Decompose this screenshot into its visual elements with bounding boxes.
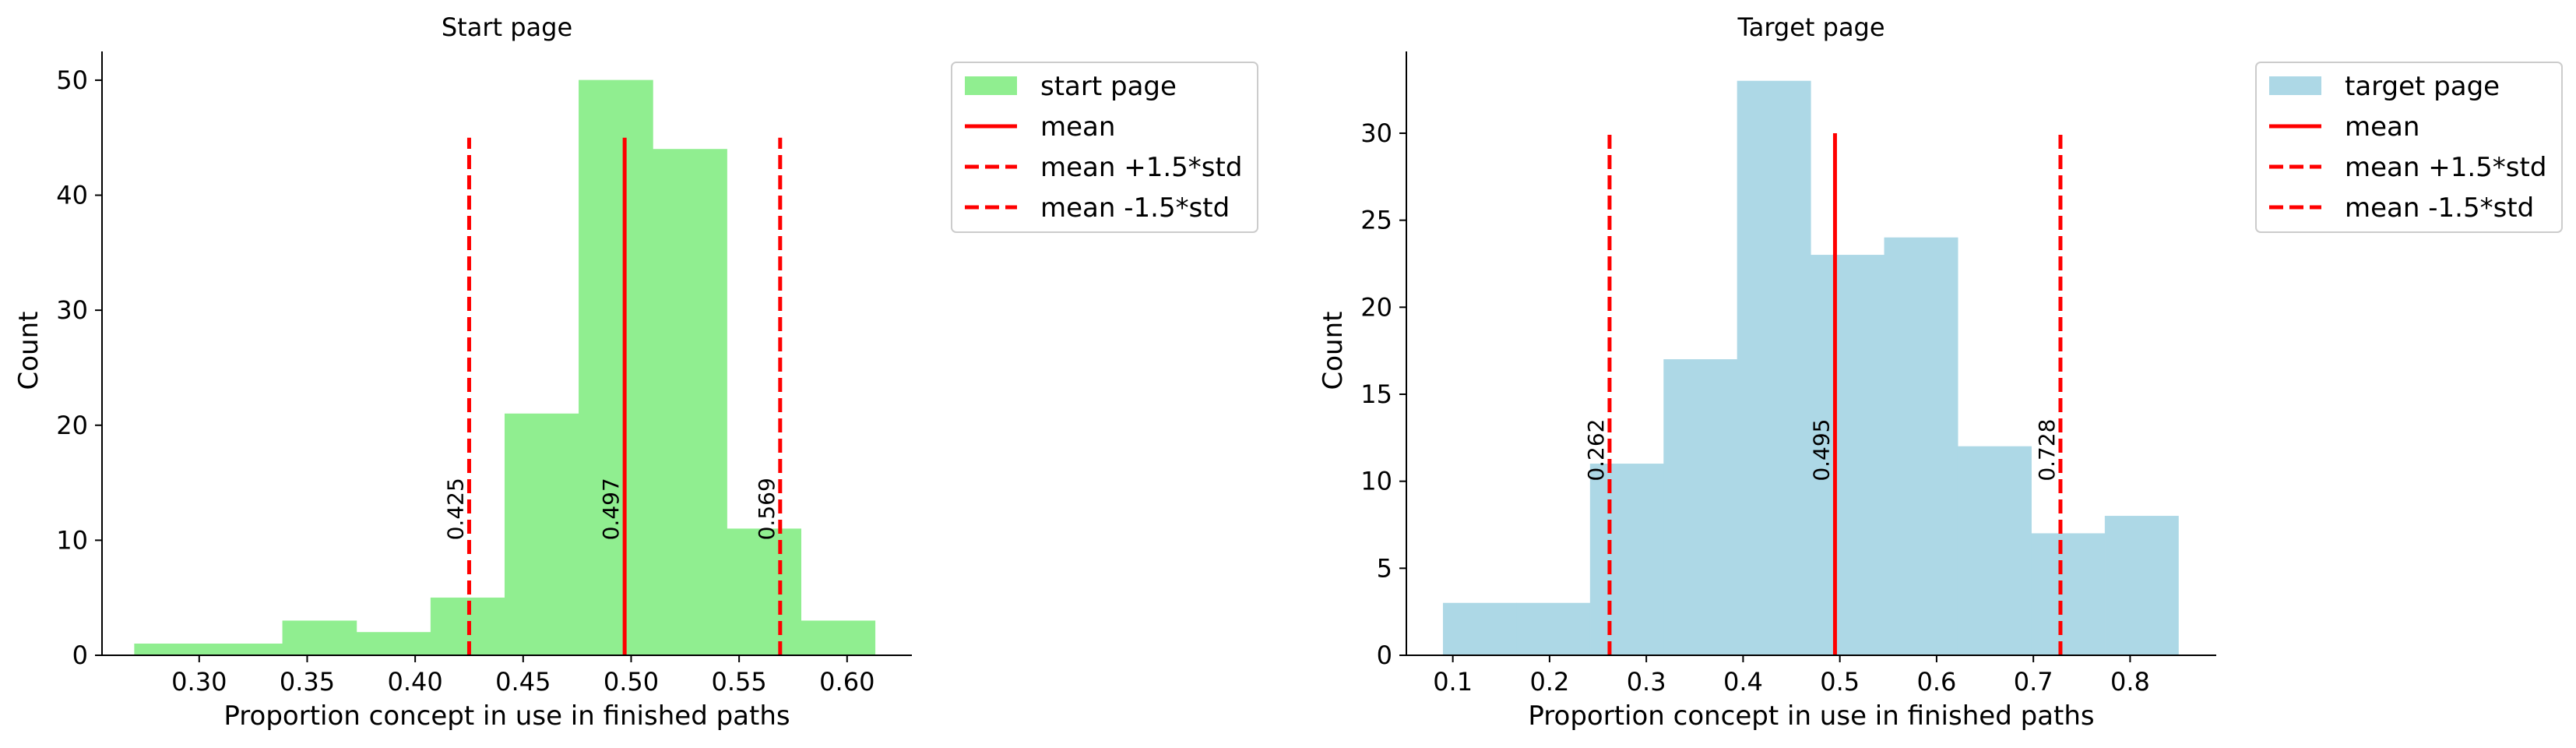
target-page-x-tick-label: 0.2 — [1529, 667, 1569, 697]
target-page-bar — [1442, 602, 1517, 656]
start-page-legend-swatch — [965, 76, 1017, 95]
target-page-y-ticks: 0 5 10 15 20 25 30 — [1360, 118, 1406, 670]
start-page-y-tick-label: 30 — [56, 295, 88, 325]
target-page-bar — [2104, 516, 2179, 656]
target-page-bar — [1957, 446, 2032, 656]
start-page-title: Start page — [442, 12, 572, 42]
target-page-x-tick-label: 0.6 — [1916, 667, 1956, 697]
target-page-axes — [1406, 51, 2216, 656]
target-page-bar — [1516, 602, 1591, 656]
target-page-title: Target page — [1737, 12, 1884, 42]
start-page-y-tick-label: 50 — [56, 65, 88, 95]
start-page-y-tick-label: 40 — [56, 181, 88, 210]
start-page-x-axis-label: Proportion concept in use in finished pa… — [223, 700, 790, 732]
target-page-bar — [1737, 80, 1811, 656]
start-page-legend: start page mean mean +1.5*std mean -1.5*std — [951, 62, 1258, 233]
start-page-reference-lines: 0.425 0.497 0.569 — [442, 137, 783, 655]
start-page-legend-label: mean +1.5*std — [1040, 152, 1242, 183]
start-page-legend-frame — [951, 62, 1258, 233]
target-page-line-value-label: 0.262 — [1583, 418, 1609, 481]
target-page-x-tick-label: 0.8 — [2110, 667, 2150, 697]
start-page-bar — [356, 632, 431, 656]
start-page-bar — [134, 643, 209, 656]
target-page-legend-frame — [2255, 62, 2563, 233]
target-page-bar — [1589, 464, 1664, 656]
target-page-y-tick-label: 20 — [1360, 292, 1392, 322]
target-page-y-tick-label: 10 — [1360, 467, 1392, 496]
start-page-legend-label: mean — [1040, 111, 1115, 143]
start-page-x-tick-label: 0.45 — [495, 667, 551, 697]
start-page-y-tick-label: 20 — [56, 411, 88, 440]
target-page-legend-label: mean -1.5*std — [2345, 192, 2534, 224]
start-page-x-tick-label: 0.40 — [388, 667, 443, 697]
start-page-y-axis-label: Count — [13, 312, 44, 390]
target-page-legend-swatch — [2269, 76, 2321, 95]
start-page-bar — [579, 79, 653, 656]
target-page-reference-lines: 0.262 0.495 0.728 — [1583, 132, 2063, 655]
start-page-bar — [208, 643, 283, 656]
start-page-x-tick-label: 0.50 — [604, 667, 659, 697]
target-page-y-tick-label: 15 — [1360, 379, 1392, 409]
start-page-line-value-label: 0.569 — [754, 478, 779, 540]
target-page-x-tick-label: 0.4 — [1723, 667, 1763, 697]
target-page-legend: target page mean mean +1.5*std mean -1.5*st… — [2255, 62, 2563, 233]
start-page-bar — [801, 620, 876, 656]
start-page-x-ticks: 0.30 0.35 0.40 0.45 0.50 0.55 0.60 — [171, 655, 875, 697]
start-page-bar — [653, 149, 727, 656]
target-page-x-tick-label: 0.3 — [1627, 667, 1666, 697]
target-page-y-tick-label: 30 — [1360, 118, 1392, 148]
start-page-x-tick-label: 0.30 — [171, 667, 227, 697]
start-page-y-ticks: 0 10 20 30 40 50 — [56, 65, 102, 670]
target-page-x-tick-label: 0.5 — [1820, 667, 1860, 697]
target-page-legend-label: target page — [2345, 71, 2500, 102]
start-page-legend-label: start page — [1040, 71, 1177, 102]
target-page-panel: Target page 0.262 0.495 0.728 0.1 0.2 0.3 0.4… — [1318, 12, 2563, 732]
start-page-y-tick-label: 10 — [56, 525, 88, 555]
start-page-y-tick-label: 0 — [72, 640, 88, 670]
start-page-line-value-label: 0.425 — [442, 478, 468, 540]
target-page-bars — [1442, 80, 2179, 656]
target-page-y-axis-label: Count — [1318, 312, 1349, 390]
start-page-bar — [504, 413, 579, 656]
target-page-bar — [1811, 255, 1885, 656]
start-page-legend-label: mean -1.5*std — [1040, 192, 1230, 224]
target-page-bar — [1884, 237, 1958, 656]
target-page-bar — [2031, 533, 2106, 656]
target-page-legend-label: mean — [2345, 111, 2419, 143]
start-page-panel: Start page 0.425 0.497 0.569 0.30 0.35 0.40 0… — [13, 12, 1258, 732]
target-page-y-tick-label: 25 — [1360, 206, 1392, 235]
target-page-y-tick-label: 0 — [1377, 640, 1392, 670]
target-page-x-axis-label: Proportion concept in use in finished pa… — [1528, 700, 2094, 732]
start-page-bar — [727, 528, 801, 656]
target-page-bar — [1663, 359, 1738, 656]
start-page-axes — [101, 51, 912, 656]
target-page-x-tick-label: 0.1 — [1433, 667, 1473, 697]
target-page-x-tick-label: 0.7 — [2014, 667, 2053, 697]
start-page-bars — [134, 79, 876, 656]
target-page-y-tick-label: 5 — [1377, 553, 1392, 583]
start-page-bar — [282, 620, 357, 656]
target-page-line-value-label: 0.728 — [2034, 418, 2060, 481]
target-page-legend-label: mean +1.5*std — [2345, 152, 2546, 183]
start-page-x-tick-label: 0.55 — [712, 667, 767, 697]
start-page-x-tick-label: 0.60 — [819, 667, 875, 697]
target-page-x-ticks: 0.1 0.2 0.3 0.4 0.5 0.6 0.7 0.8 — [1433, 655, 2150, 697]
start-page-x-tick-label: 0.35 — [280, 667, 335, 697]
start-page-line-value-label: 0.497 — [598, 478, 624, 540]
target-page-line-value-label: 0.495 — [1808, 418, 1834, 481]
